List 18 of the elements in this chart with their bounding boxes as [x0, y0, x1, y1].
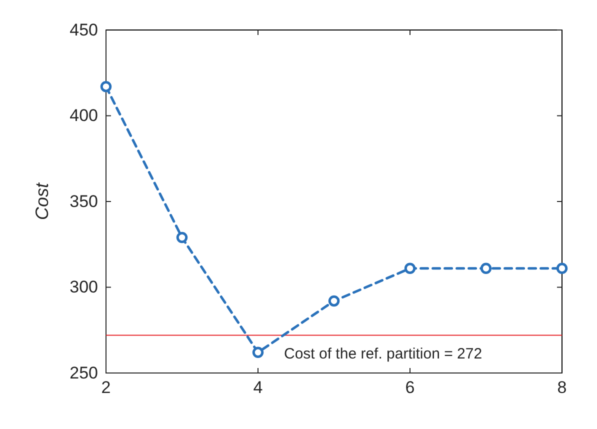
- y-tick-label: 350: [70, 192, 98, 211]
- x-tick-label: 4: [253, 378, 263, 398]
- x-tick-label: 6: [405, 378, 415, 398]
- y-tick-label: 250: [70, 363, 98, 382]
- y-tick-label: 400: [70, 106, 98, 126]
- y-tick-label: 300: [70, 278, 98, 297]
- y-tick-label: 450: [70, 20, 98, 40]
- point: [556, 262, 568, 274]
- point: [176, 232, 188, 244]
- point: [328, 295, 340, 307]
- point: [404, 262, 416, 274]
- ref-line-label: Cost of the ref. partition = 272: [284, 345, 482, 362]
- point: [100, 80, 112, 92]
- y-axis-title: Cost: [32, 182, 52, 220]
- x-tick-label: 2: [101, 378, 111, 398]
- point: [252, 346, 264, 358]
- x-tick-label: 8: [557, 378, 567, 398]
- point: [480, 262, 492, 274]
